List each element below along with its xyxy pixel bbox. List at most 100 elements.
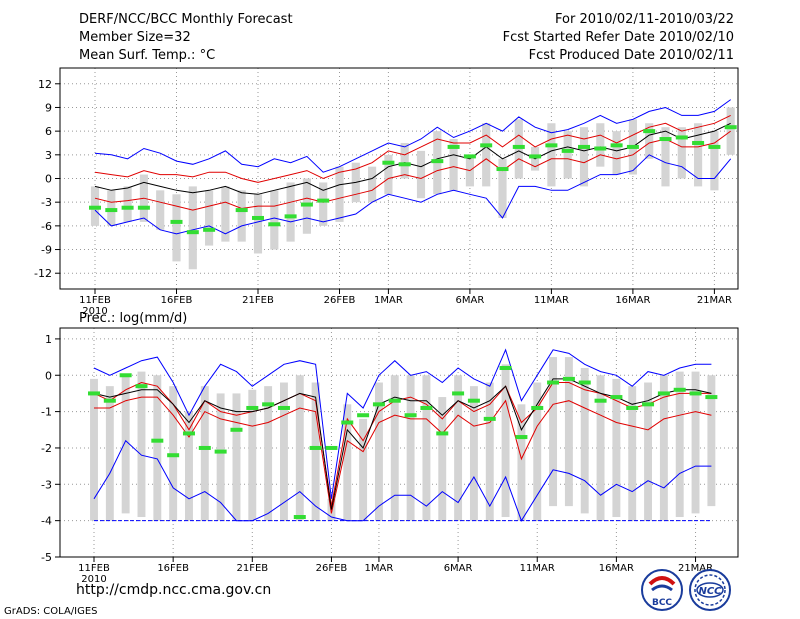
observed-marker bbox=[268, 222, 281, 227]
observed-marker bbox=[689, 391, 702, 396]
ensemble-box bbox=[270, 190, 279, 250]
series-line-mean bbox=[94, 122, 731, 195]
ensemble-box bbox=[707, 375, 716, 507]
observed-marker bbox=[198, 445, 211, 450]
x-tick-label: 6MAR bbox=[456, 295, 485, 306]
x-tick-label: 2010 bbox=[82, 306, 107, 317]
x-tick-label: 6MAR bbox=[444, 563, 473, 574]
observed-marker bbox=[675, 135, 688, 140]
ensemble-box bbox=[677, 127, 686, 179]
ensemble-box bbox=[454, 375, 463, 521]
observed-marker bbox=[88, 391, 100, 396]
ensemble-box bbox=[311, 382, 320, 521]
observed-marker bbox=[372, 402, 385, 407]
x-tick-label: 21MAR bbox=[678, 563, 713, 574]
observed-marker bbox=[547, 380, 560, 385]
observed-marker bbox=[531, 405, 544, 410]
observed-marker bbox=[382, 160, 395, 165]
observed-marker bbox=[420, 405, 433, 410]
ensemble-box bbox=[200, 386, 209, 521]
observed-marker bbox=[325, 445, 338, 450]
ensemble-box bbox=[422, 375, 431, 521]
ensemble-box bbox=[659, 375, 668, 521]
observed-marker bbox=[170, 219, 183, 224]
observed-marker bbox=[151, 438, 164, 443]
ensemble-box bbox=[710, 131, 719, 191]
ensemble-box bbox=[501, 364, 510, 518]
ensemble-box bbox=[564, 357, 573, 507]
observed-marker bbox=[447, 144, 460, 149]
observed-marker bbox=[277, 405, 290, 410]
observed-marker bbox=[692, 140, 705, 145]
ensemble-box bbox=[612, 378, 621, 518]
grads-credit: GrADS: COLA/IGES bbox=[4, 606, 98, 617]
observed-marker bbox=[562, 376, 575, 381]
ensemble-box bbox=[319, 182, 328, 226]
observed-marker bbox=[657, 391, 670, 396]
y-tick-label: -1 bbox=[41, 406, 52, 419]
ensemble-box bbox=[498, 158, 507, 218]
ensemble-box bbox=[485, 382, 494, 521]
x-tick-label: 1MAR bbox=[374, 295, 403, 306]
bcc-logo: BCC bbox=[641, 569, 683, 611]
plot-frame bbox=[59, 327, 739, 558]
ensemble-box bbox=[137, 371, 146, 518]
x-tick-label: 26FEB bbox=[324, 295, 356, 306]
y-tick-label: -3 bbox=[41, 196, 52, 209]
x-tick-label: 1MAR bbox=[365, 563, 394, 574]
observed-marker bbox=[284, 214, 297, 219]
ensemble-box bbox=[482, 123, 491, 187]
y-tick-label: -4 bbox=[41, 515, 52, 528]
ensemble-box bbox=[156, 190, 165, 230]
observed-marker bbox=[293, 515, 306, 520]
y-tick-label: 3 bbox=[45, 149, 52, 162]
ensemble-box bbox=[579, 127, 589, 187]
y-tick-label: 1 bbox=[45, 333, 52, 346]
observed-marker bbox=[594, 398, 607, 403]
observed-marker bbox=[467, 398, 480, 403]
ensemble-box bbox=[400, 142, 409, 179]
fcst-started-date: Fcst Started Refer Date 2010/02/10 bbox=[502, 30, 734, 45]
observed-marker bbox=[578, 380, 591, 385]
observed-marker bbox=[529, 154, 542, 159]
y-tick-label: -3 bbox=[41, 478, 52, 491]
bcc-logo-text: BCC bbox=[652, 598, 672, 608]
series-line-max bbox=[93, 348, 712, 499]
ensemble-box bbox=[691, 371, 700, 514]
x-tick-label: 21FEB bbox=[236, 563, 268, 574]
footer-url[interactable]: http://cmdp.ncc.cma.gov.cn bbox=[76, 582, 272, 598]
series-line-upper bbox=[94, 114, 731, 183]
observed-marker bbox=[483, 416, 496, 421]
ensemble-box bbox=[596, 375, 605, 521]
y-tick-label: 12 bbox=[38, 78, 52, 91]
ensemble-box bbox=[185, 411, 193, 521]
ensemble-box bbox=[563, 131, 572, 179]
observed-marker bbox=[246, 405, 259, 410]
series-line-mean bbox=[93, 378, 712, 510]
observed-marker bbox=[135, 384, 148, 389]
observed-marker bbox=[626, 144, 639, 149]
observed-marker bbox=[230, 427, 243, 432]
observed-marker bbox=[463, 154, 476, 159]
observed-marker bbox=[643, 129, 656, 134]
observed-marker bbox=[659, 137, 672, 142]
observed-marker bbox=[436, 431, 449, 436]
observed-marker bbox=[512, 144, 525, 149]
x-tick-label: 11MAR bbox=[534, 295, 569, 306]
ensemble-box bbox=[121, 375, 130, 514]
ensemble-box bbox=[216, 393, 225, 521]
y-tick-label: -12 bbox=[34, 267, 52, 280]
observed-marker bbox=[398, 162, 411, 167]
ensemble-box bbox=[406, 375, 415, 521]
observed-marker bbox=[167, 453, 180, 458]
ensemble-box bbox=[123, 186, 132, 222]
ensemble-box bbox=[343, 404, 352, 521]
observed-marker bbox=[235, 208, 248, 213]
x-tick-label: 11FEB bbox=[78, 563, 110, 574]
forecast-period: For 2010/02/11-2010/03/22 bbox=[555, 12, 734, 27]
observed-marker bbox=[705, 395, 718, 400]
observed-marker bbox=[673, 387, 686, 392]
ensemble-box bbox=[416, 150, 426, 199]
